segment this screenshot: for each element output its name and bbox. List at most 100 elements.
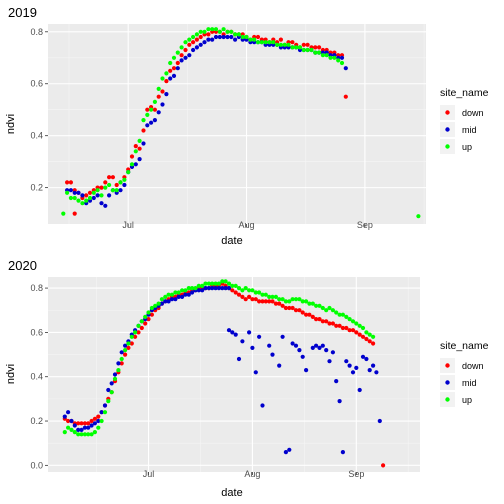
y-axis-title: ndvi: [5, 364, 17, 384]
data-point-mid: [330, 350, 335, 355]
data-point-up: [273, 294, 278, 299]
data-point-up: [301, 47, 306, 53]
legend-key-mid: [445, 127, 450, 132]
data-point-down: [187, 42, 192, 47]
data-point-mid: [210, 37, 215, 42]
data-point-mid: [343, 66, 348, 71]
data-point-up: [259, 40, 264, 45]
data-point-down: [141, 128, 146, 133]
data-point-mid: [119, 350, 124, 355]
data-point-up: [129, 162, 135, 167]
data-point-mid: [79, 427, 84, 432]
data-point-mid: [340, 450, 345, 455]
data-point-up: [136, 323, 141, 328]
data-point-up: [233, 283, 238, 288]
data-point-up: [336, 58, 341, 63]
legend-label-mid: mid: [462, 125, 477, 135]
y-tick-label: 0.6: [30, 327, 43, 337]
data-point-down: [149, 312, 154, 317]
data-point-mid: [354, 365, 359, 370]
data-point-mid: [217, 34, 222, 40]
data-point-mid: [109, 381, 114, 386]
data-point-mid: [116, 361, 121, 366]
data-point-down: [334, 323, 339, 328]
data-point-mid: [198, 42, 203, 47]
data-point-mid: [233, 37, 238, 42]
data-point-down: [206, 32, 211, 37]
data-point-up: [200, 283, 205, 288]
data-point-mid: [206, 37, 211, 42]
data-point-mid: [76, 190, 81, 195]
data-point-down: [317, 317, 322, 322]
data-point-up: [304, 299, 309, 304]
data-point-up: [168, 60, 173, 66]
data-point-up: [206, 27, 211, 32]
data-point-up: [253, 290, 258, 295]
data-point-up: [89, 432, 94, 437]
data-point-up: [62, 430, 67, 435]
data-point-down: [72, 211, 77, 216]
y-tick-label: 0.8: [30, 283, 43, 293]
data-point-mid: [339, 55, 345, 60]
y-tick-label: 0.2: [30, 416, 43, 426]
data-point-down: [310, 314, 315, 319]
legend-key-up: [445, 144, 450, 149]
data-point-down: [133, 334, 138, 339]
data-point-down: [324, 319, 329, 324]
data-point-mid: [196, 288, 201, 293]
data-point-mid: [118, 188, 123, 193]
data-point-up: [153, 303, 158, 308]
data-point-mid: [267, 343, 272, 348]
data-point-mid: [95, 193, 100, 198]
data-point-mid: [99, 410, 104, 415]
data-point-mid: [203, 286, 208, 291]
data-point-mid: [287, 447, 292, 452]
data-point-up: [76, 198, 81, 203]
data-point-up: [327, 305, 332, 311]
data-point-mid: [68, 188, 73, 193]
data-point-mid: [226, 328, 232, 333]
data-point-up: [328, 55, 333, 60]
data-point-down: [103, 180, 108, 185]
data-point-down: [273, 301, 278, 306]
data-point-up: [247, 288, 252, 293]
data-point-up: [313, 50, 318, 55]
data-point-down: [198, 34, 203, 40]
data-point-up: [206, 281, 211, 286]
legend-label-up: up: [462, 142, 472, 152]
data-point-up: [236, 32, 241, 37]
data-point-up: [183, 288, 188, 293]
data-point-up: [210, 27, 215, 32]
data-point-mid: [86, 425, 91, 430]
data-point-up: [145, 112, 150, 117]
data-point-up: [126, 170, 131, 175]
data-point-down: [194, 37, 199, 42]
x-tick-label: Sep: [357, 220, 373, 230]
data-point-mid: [166, 299, 171, 304]
legend-label-up: up: [462, 395, 472, 405]
plot-panel: [48, 277, 420, 472]
data-point-mid: [327, 359, 332, 364]
data-point-up: [267, 294, 272, 299]
data-point-down: [367, 339, 372, 344]
data-point-mid: [304, 368, 309, 373]
x-axis-title: date: [221, 487, 242, 499]
data-point-up: [137, 138, 142, 143]
data-point-mid: [277, 363, 282, 368]
data-point-mid: [168, 76, 173, 81]
data-point-down: [87, 190, 93, 195]
data-point-down: [110, 175, 115, 180]
panel-title: 2020: [8, 258, 37, 273]
data-point-mid: [183, 292, 188, 297]
data-point-up: [76, 432, 81, 437]
data-point-down: [143, 321, 148, 326]
data-point-mid: [191, 47, 196, 53]
data-point-mid: [206, 286, 211, 291]
data-point-mid: [190, 290, 195, 295]
data-point-up: [133, 149, 138, 154]
data-point-mid: [314, 343, 319, 348]
data-point-mid: [152, 118, 157, 123]
data-point-mid: [186, 292, 191, 297]
data-point-mid: [320, 343, 325, 348]
data-point-mid: [300, 354, 305, 359]
